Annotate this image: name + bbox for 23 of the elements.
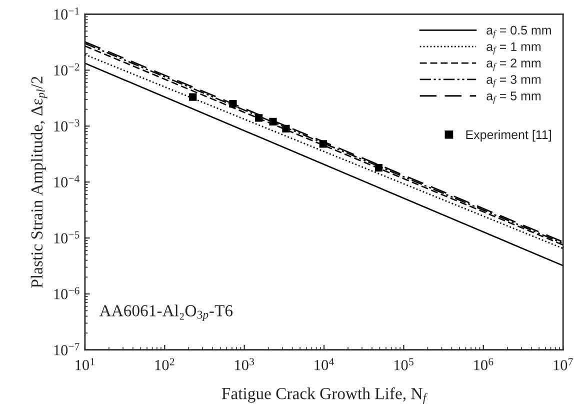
y-tick-label: 10$^{−4}$ xyxy=(54,175,80,188)
legend-label: a$_{f}$ = 2 mm xyxy=(486,58,541,71)
legend-label: a$_{f}$ = 5 mm xyxy=(486,92,541,104)
y-tick-label: 10$^{−1}$ xyxy=(54,7,80,20)
y-tick-label: 10$^{−3}$ xyxy=(54,119,80,132)
x-tick-label: 10$^{7}$ xyxy=(554,358,573,370)
x-tick-label: 10$^{6}$ xyxy=(474,358,494,370)
x-tick-label: 10$^{1}$ xyxy=(76,358,94,370)
y-tick-label: 10$^{−6}$ xyxy=(54,287,80,300)
y-tick-label: 10$^{−5}$ xyxy=(54,231,80,244)
x-axis-title: Fatigue Crack Growth Life, N$_{f}$ xyxy=(222,387,428,404)
x-tick-label: 10$^{3}$ xyxy=(235,358,254,370)
annotation: AA6061-Al₂O$_{3p}$-T6 xyxy=(99,304,233,321)
y-tick-label: 10$^{−2}$ xyxy=(54,63,80,76)
x-tick-label: 10$^{4}$ xyxy=(314,358,334,370)
y-axis-title: Plastic Strain Amplitude, Δε$_{pl}$/2 xyxy=(30,76,48,288)
legend-label: a$_{f}$ = 0.5 mm xyxy=(486,26,551,38)
x-tick-label: 10$^{5}$ xyxy=(394,358,414,370)
legend-label: Experiment [11] xyxy=(466,130,551,142)
legend-label: a$_{f}$ = 3 mm xyxy=(486,75,541,88)
x-tick-label: 10$^{2}$ xyxy=(155,358,174,370)
legend-label: a$_{f}$ = 1 mm xyxy=(486,42,541,55)
y-tick-label: 10$^{−7}$ xyxy=(54,343,80,356)
